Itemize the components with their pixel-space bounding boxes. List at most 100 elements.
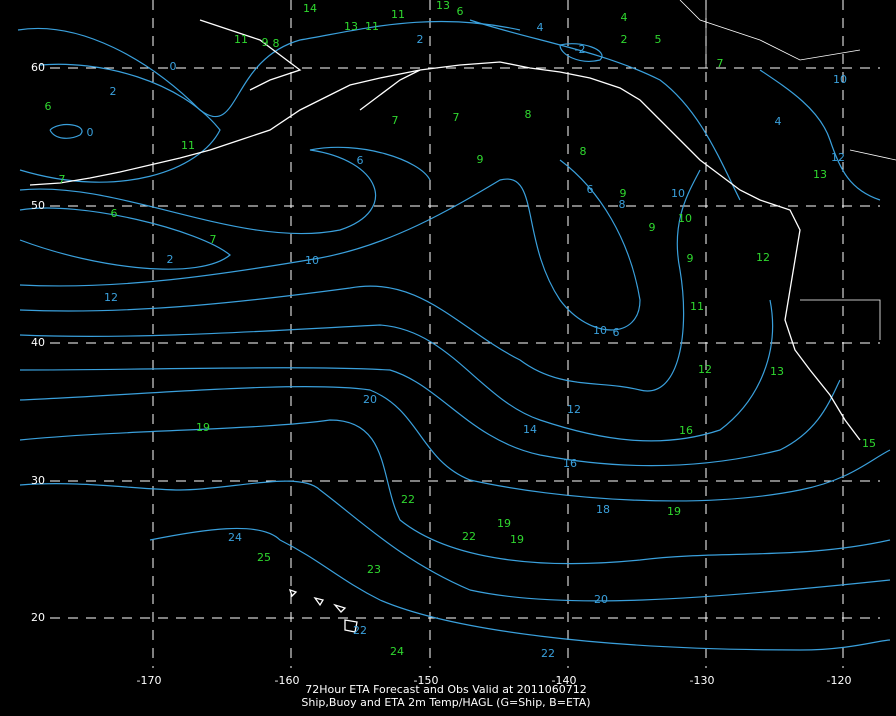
ship-obs: 23 [367, 563, 381, 576]
ship-obs: 22 [462, 530, 476, 543]
ship-obs: 8 [580, 145, 587, 158]
contour-label: 4 [537, 21, 544, 34]
lon-label: -140 [552, 674, 577, 687]
ship-obs: 8 [525, 108, 532, 121]
contour-label: 4 [775, 115, 782, 128]
ship-obs: 11 [391, 8, 405, 21]
coast [359, 69, 421, 111]
contour-label: 18 [596, 503, 610, 516]
contours [17, 19, 891, 651]
ship-obs: 24 [390, 645, 404, 658]
coast [199, 19, 302, 91]
ship-obs: 6 [111, 207, 118, 220]
contour-label: 6 [587, 183, 594, 196]
ship-obs: 15 [862, 437, 876, 450]
contour-label: 8 [619, 198, 626, 211]
contour [19, 480, 891, 602]
contour [19, 169, 701, 392]
ship-obs: 7 [392, 114, 399, 127]
contour-label: 22 [541, 647, 555, 660]
ship-obs: 13 [813, 168, 827, 181]
contour [19, 386, 891, 502]
lon-label: -160 [275, 674, 300, 687]
island [288, 588, 358, 633]
lat-label: 20 [31, 611, 45, 624]
contour-label: 10 [833, 73, 847, 86]
ship-obs: 19 [510, 533, 524, 546]
ship-obs: 5 [655, 33, 662, 46]
contour-label: 12 [831, 151, 845, 164]
ship-obs: 9 [620, 187, 627, 200]
contour-label: 12 [104, 291, 118, 304]
ship-obs: 8 [273, 37, 280, 50]
ship-obs: 13 [770, 365, 784, 378]
ship-obs: 7 [59, 173, 66, 186]
contour-label: 0 [87, 126, 94, 139]
contour-label: 20 [594, 593, 608, 606]
ship-obs: 7 [453, 111, 460, 124]
ship-obs: 19 [497, 517, 511, 530]
contour-label: 6 [613, 326, 620, 339]
ship-obs: 11 [365, 20, 379, 33]
contour-label: 10 [305, 254, 319, 267]
contour-label: 2 [110, 85, 117, 98]
contour [559, 43, 603, 62]
ship-obs: 6 [457, 5, 464, 18]
contour-label: 16 [563, 457, 577, 470]
lon-label: -120 [827, 674, 852, 687]
contour-label: 10 [593, 324, 607, 337]
ship-obs: 25 [257, 551, 271, 564]
lat-label: 60 [31, 61, 45, 74]
ship-obs: 7 [717, 57, 724, 70]
contour-label: 0 [170, 60, 177, 73]
contour [19, 159, 641, 331]
contour-label: 12 [567, 403, 581, 416]
contour-label: 2 [167, 253, 174, 266]
contour [19, 207, 231, 270]
ship-obs: 2 [621, 33, 628, 46]
lon-label: -150 [414, 674, 439, 687]
ship-obs: 14 [303, 2, 317, 15]
ship-obs: 7 [210, 233, 217, 246]
contour [19, 146, 431, 235]
lat-label: 30 [31, 474, 45, 487]
contour-label: -2 [575, 43, 586, 56]
ship-obs: 16 [679, 424, 693, 437]
caption: 72Hour ETA Forecast and Obs Valid at 201… [305, 683, 586, 696]
ship-obs: 10 [678, 212, 692, 225]
contour-label: 6 [357, 154, 364, 167]
contour-label: 10 [671, 187, 685, 200]
lon-label: -130 [690, 674, 715, 687]
contour [469, 19, 741, 201]
ship-obs: 9 [687, 252, 694, 265]
ship-obs: 13 [344, 20, 358, 33]
contour-label: 14 [523, 423, 537, 436]
ship-obs: 6 [45, 100, 52, 113]
ship-obs: 9 [262, 36, 269, 49]
grid [50, 0, 880, 668]
lat-label: 40 [31, 336, 45, 349]
ship-obs: 11 [234, 33, 248, 46]
ship-obs: 11 [690, 300, 704, 313]
lat-label: 50 [31, 199, 45, 212]
ship-obs: 11 [181, 139, 195, 152]
caption: Ship,Buoy and ETA 2m Temp/HAGL (G=Ship, … [301, 696, 590, 709]
coastline [29, 0, 896, 633]
ship-obs: 19 [196, 421, 210, 434]
contour [19, 419, 891, 565]
boundary [679, 0, 896, 340]
ship-obs: 12 [698, 363, 712, 376]
contour [19, 299, 774, 442]
lon-label: -170 [137, 674, 162, 687]
ship-obs: 9 [477, 153, 484, 166]
contour-label: 24 [228, 531, 242, 544]
ship-obs: 9 [649, 221, 656, 234]
contour [149, 527, 891, 651]
coast [29, 61, 861, 441]
contour [49, 123, 83, 139]
ship-obs: 19 [667, 505, 681, 518]
contour [17, 20, 521, 118]
contour-label: 22 [353, 624, 367, 637]
